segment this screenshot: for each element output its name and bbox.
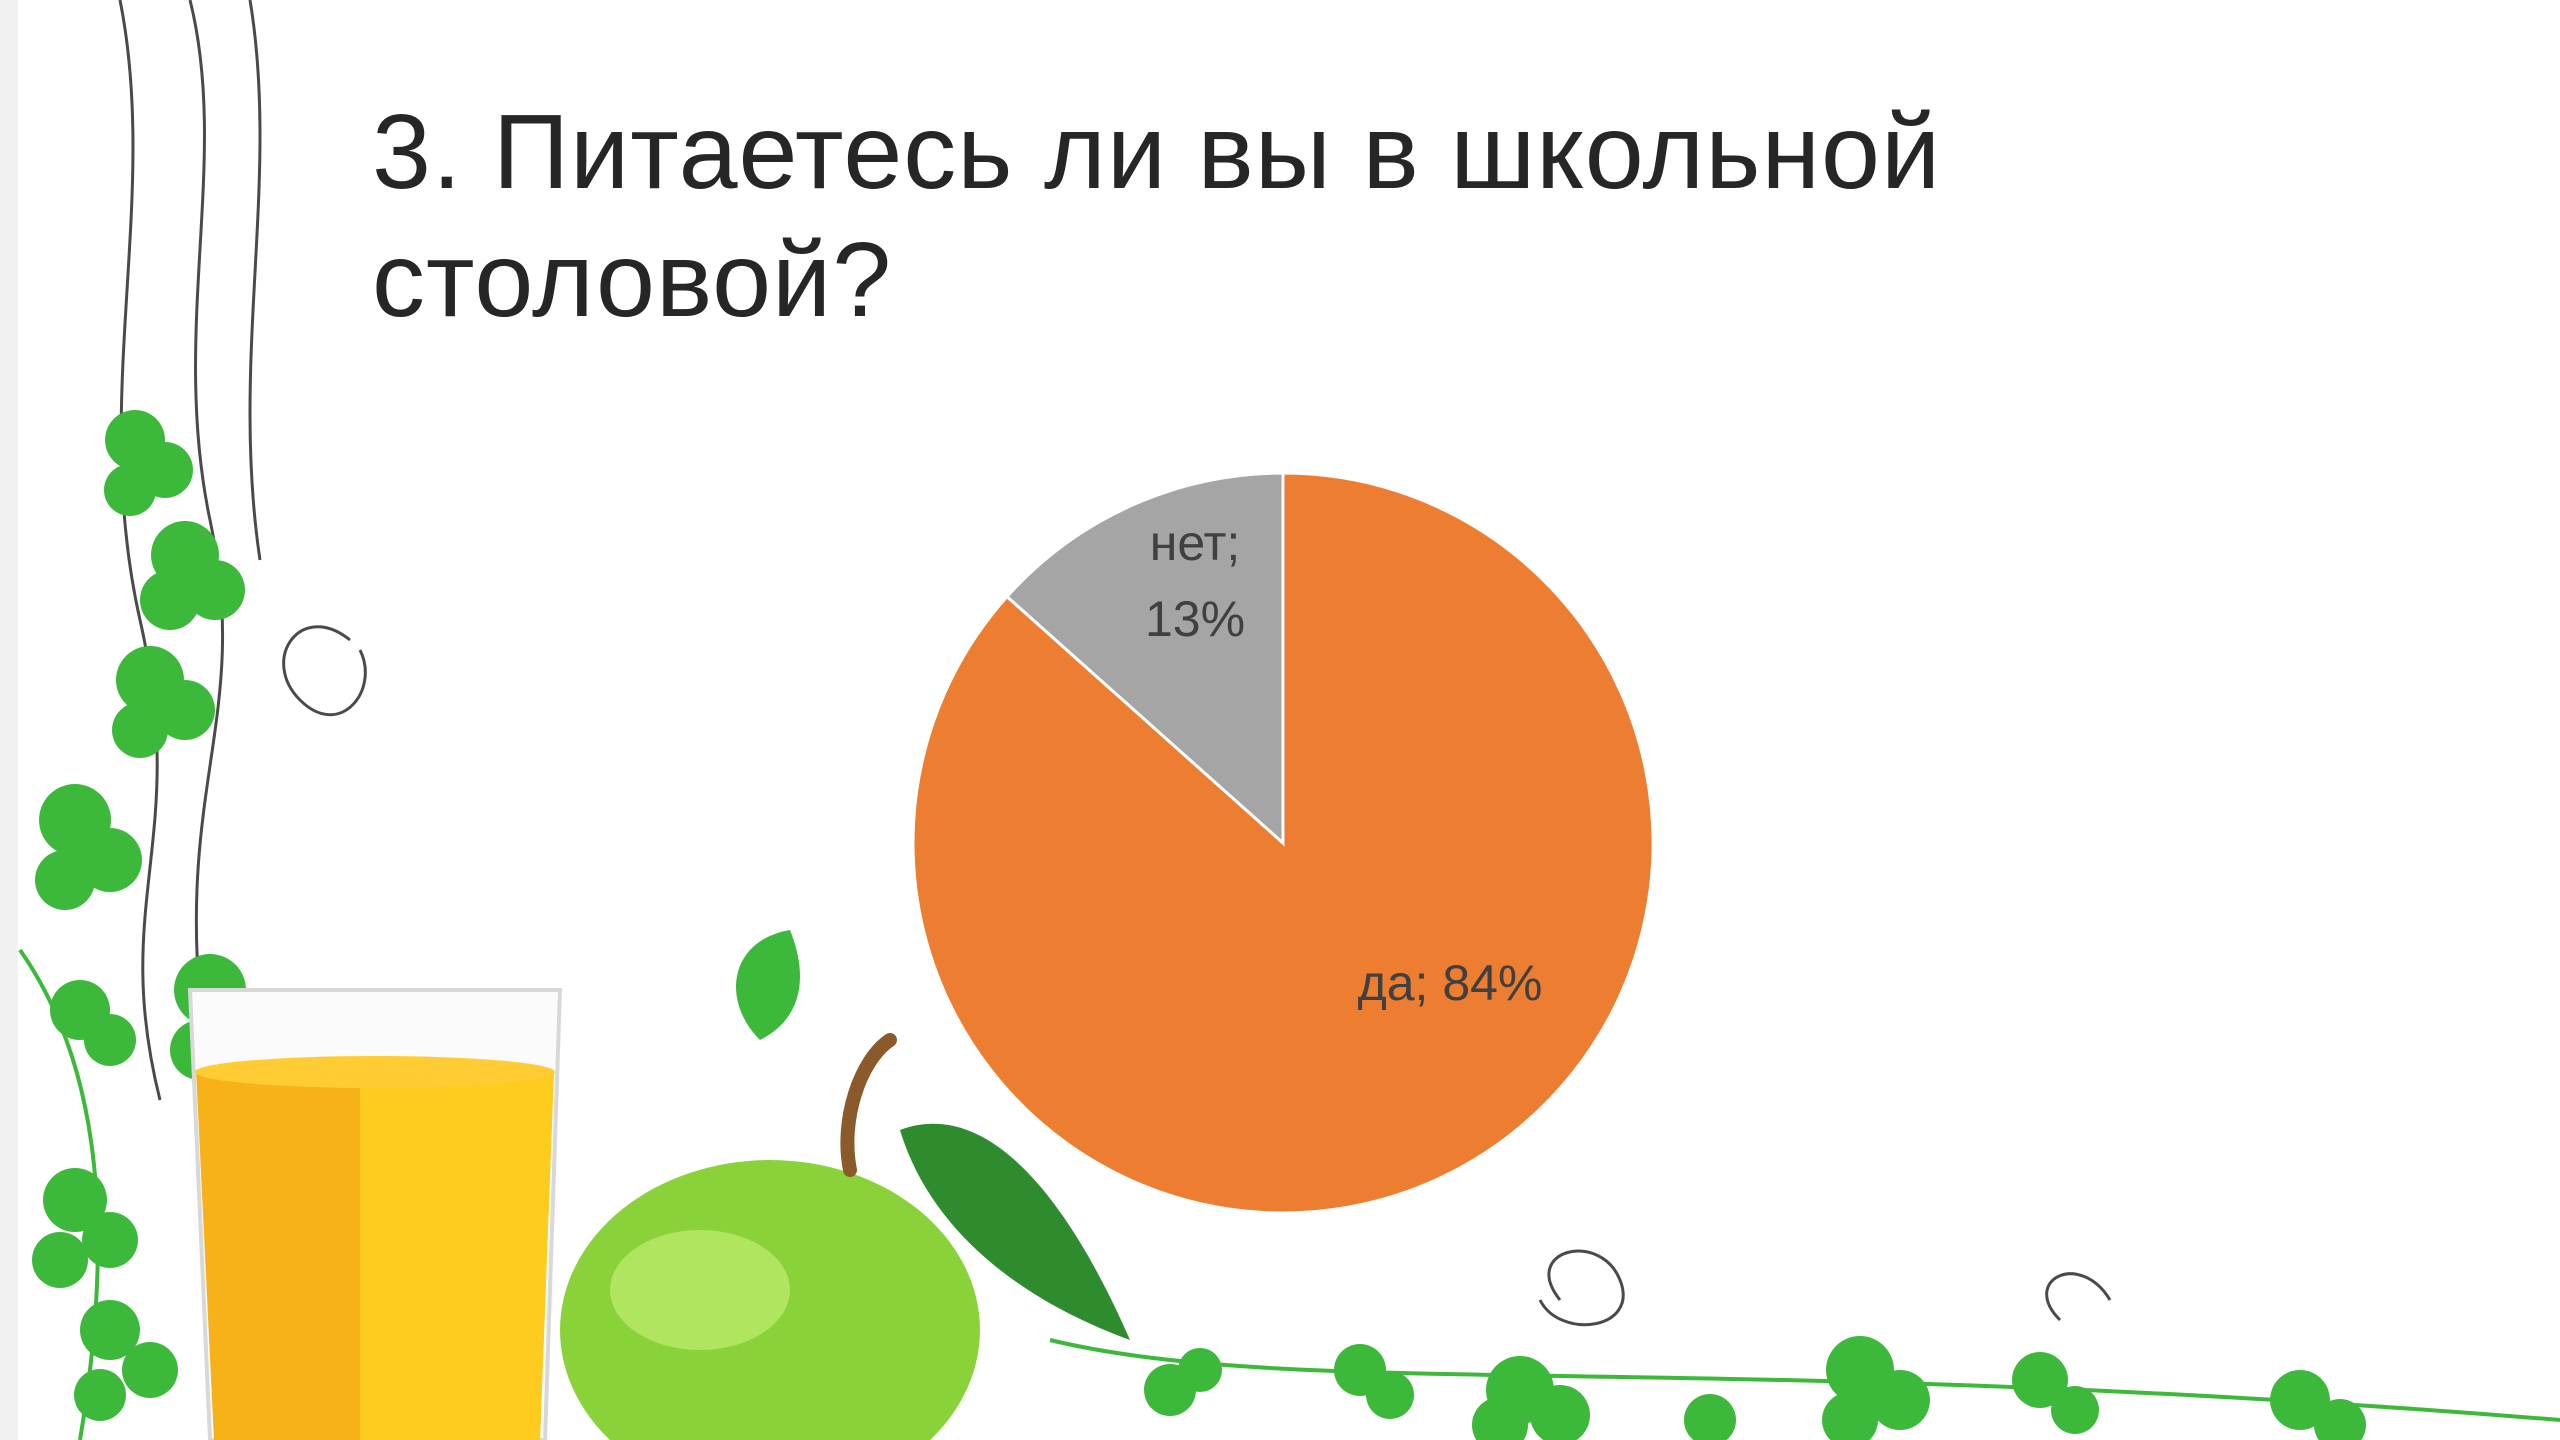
pie-data-label-yes: да; 84% — [1358, 955, 1543, 1011]
pie-slices — [913, 473, 1653, 1213]
